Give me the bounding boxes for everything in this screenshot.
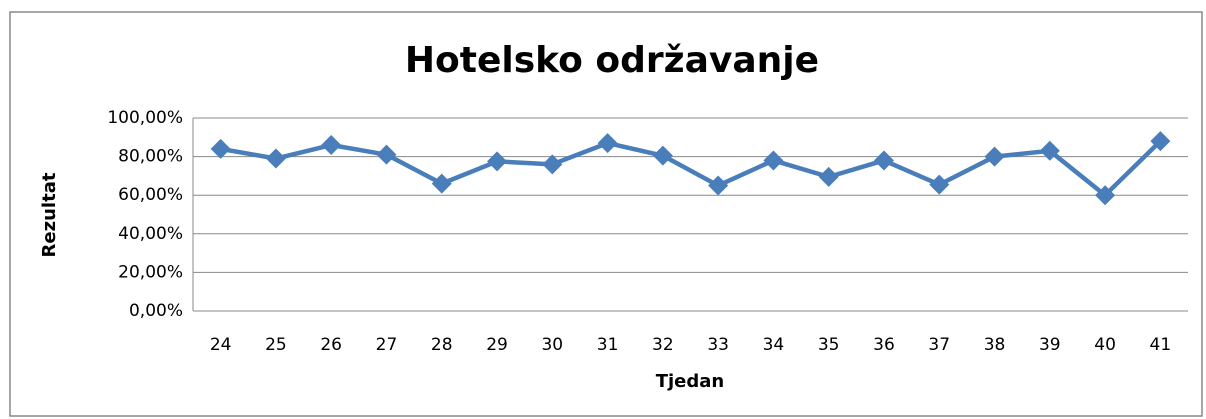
marker <box>1095 185 1116 206</box>
marker <box>210 138 231 159</box>
y-axis-title: Rezultat <box>39 172 60 257</box>
y-tick-label: 20,00% <box>118 262 183 282</box>
x-tick-label: 41 <box>1150 335 1172 355</box>
y-tick-label: 80,00% <box>118 147 183 167</box>
marker <box>652 145 673 166</box>
marker <box>265 148 286 169</box>
y-tick-label: 60,00% <box>118 185 183 205</box>
y-tick-label: 0,00% <box>129 301 183 321</box>
marker <box>542 154 563 175</box>
marker <box>929 174 950 195</box>
marker <box>376 144 397 165</box>
x-tick-label: 40 <box>1094 335 1116 355</box>
x-tick-label: 34 <box>763 335 785 355</box>
marker <box>818 166 839 187</box>
marker <box>763 150 784 171</box>
marker <box>1150 131 1171 152</box>
x-tick-label: 27 <box>376 335 398 355</box>
x-tick-label: 28 <box>431 335 453 355</box>
x-axis-title: Tjedan <box>656 371 725 392</box>
x-tick-label: 39 <box>1039 335 1061 355</box>
marker <box>487 151 508 172</box>
marker <box>321 135 342 156</box>
line <box>220 139 1162 198</box>
x-tick-label: 25 <box>265 335 287 355</box>
x-tick-label: 38 <box>984 335 1006 355</box>
marker <box>708 175 729 196</box>
x-tick-label: 30 <box>541 335 563 355</box>
chart-border <box>9 11 1203 417</box>
marker <box>1039 140 1060 161</box>
y-tick-label: 100,00% <box>107 108 183 128</box>
marker <box>431 173 452 194</box>
x-tick-label: 31 <box>597 335 619 355</box>
y-tick-label: 40,00% <box>118 224 183 244</box>
x-tick-label: 29 <box>486 335 508 355</box>
x-tick-label: 37 <box>928 335 950 355</box>
marker <box>597 133 618 154</box>
marker <box>873 150 894 171</box>
marker <box>984 146 1005 167</box>
x-tick-label: 35 <box>818 335 840 355</box>
chart-title: Hotelsko održavanje <box>405 40 819 81</box>
x-tick-label: 24 <box>210 335 232 355</box>
x-tick-label: 32 <box>652 335 674 355</box>
x-tick-label: 33 <box>707 335 729 355</box>
x-tick-label: 26 <box>320 335 342 355</box>
x-tick-label: 36 <box>873 335 895 355</box>
